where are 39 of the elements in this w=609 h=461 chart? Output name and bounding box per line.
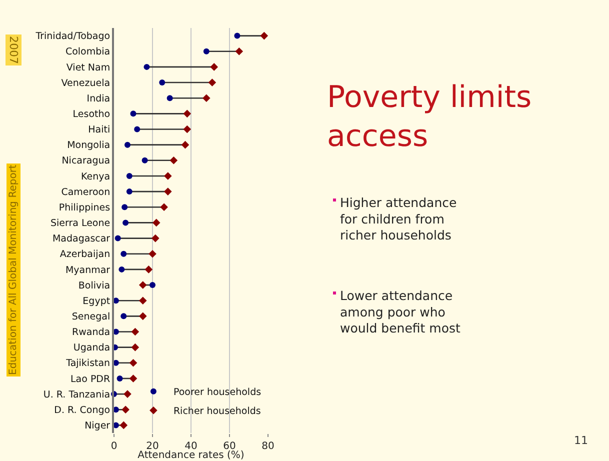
x-tick-label: 20	[146, 441, 159, 452]
y-tick-label: India	[86, 93, 110, 104]
y-tick-label: Kenya	[81, 171, 110, 182]
x-axis-title: Attendance rates (%)	[138, 450, 244, 461]
y-tick-label: Sierra Leone	[50, 218, 110, 230]
x-tick-label: 80	[262, 441, 274, 452]
y-tick-label: Uganda	[73, 342, 110, 354]
text: Higher attendance for children from richer households	[340, 195, 457, 242]
y-tick-label: Viet Nam	[66, 62, 110, 74]
text: Lower attendance among poor who would benefit most	[340, 288, 460, 336]
y-tick-label: Rwanda	[72, 327, 110, 338]
x-tick-label: 0	[110, 441, 118, 452]
x-tick-label: 40	[184, 441, 198, 452]
y-tick-label: U. R. Tanzania	[43, 389, 110, 400]
y-tick-label: Egypt	[82, 296, 110, 307]
y-tick-label: Azerbaijan	[60, 249, 110, 260]
y-tick-label: Tajikistan	[65, 358, 110, 370]
y-tick-label: Cameroon	[61, 186, 110, 198]
text: Education for All Global Monitoring Report	[8, 164, 19, 375]
text: 11	[574, 434, 588, 447]
y-tick-label: Colombia	[65, 46, 110, 58]
y-tick-label: Mongolia	[67, 140, 110, 152]
y-tick-label: Lesotho	[72, 108, 110, 120]
y-tick-label: Nicaragua	[62, 156, 110, 167]
y-tick-label: Venezuela	[61, 78, 110, 89]
y-tick-label: Lao PDR	[70, 374, 110, 385]
y-tick-label: Philippines	[58, 202, 110, 214]
legend-label: Richer households	[173, 406, 261, 418]
y-tick-label: Niger	[84, 420, 110, 432]
legend-label: Poorer households	[173, 387, 262, 398]
y-tick-label: Trinidad/Tobago	[34, 31, 110, 42]
text: 2007	[7, 36, 20, 64]
y-tick-label: Madagascar	[52, 234, 110, 245]
y-tick-label: Haiti	[88, 124, 110, 136]
text: Poverty limits access	[327, 80, 532, 154]
y-tick-label: Myanmar	[65, 264, 110, 276]
y-tick-label: D. R. Congo	[54, 404, 110, 416]
y-tick-label: Bolivia	[78, 280, 110, 292]
y-tick-label: Senegal	[72, 311, 110, 322]
